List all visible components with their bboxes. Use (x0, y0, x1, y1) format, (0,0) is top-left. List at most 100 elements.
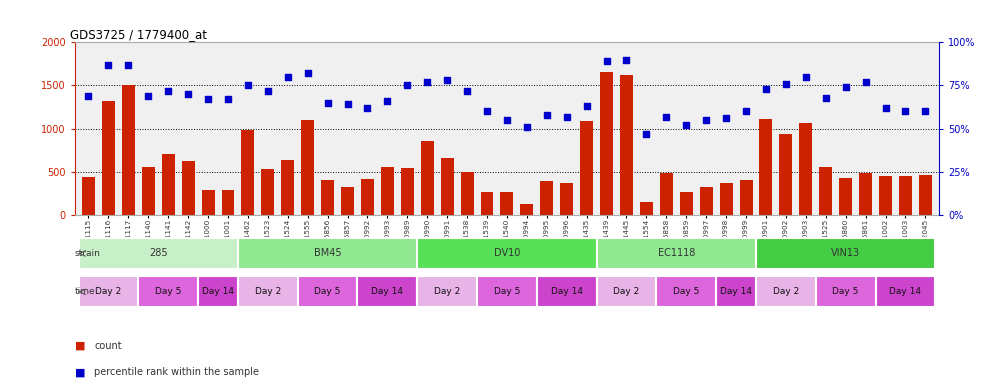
Point (878, 105, 894, 111)
FancyBboxPatch shape (537, 276, 596, 307)
FancyBboxPatch shape (816, 276, 876, 307)
Bar (859, 173, 872, 215)
Point (220, 96, 236, 103)
FancyBboxPatch shape (79, 238, 238, 269)
Bar (700, 187, 713, 215)
Bar (720, 183, 733, 215)
Text: time: time (75, 287, 95, 296)
Point (559, 114, 575, 120)
FancyBboxPatch shape (138, 276, 198, 307)
Text: Day 5: Day 5 (673, 287, 700, 296)
Point (638, 131, 654, 137)
Point (758, 86, 774, 92)
Point (380, 98, 396, 104)
FancyBboxPatch shape (756, 276, 816, 307)
Bar (341, 187, 354, 215)
Point (419, 79, 435, 85)
Bar (799, 124, 812, 215)
Bar (361, 179, 374, 215)
Text: ■: ■ (75, 341, 85, 351)
Text: VIN13: VIN13 (831, 248, 860, 258)
Bar (420, 141, 433, 215)
Text: Day 14: Day 14 (890, 287, 921, 296)
Text: count: count (94, 341, 122, 351)
Text: Day 5: Day 5 (494, 287, 520, 296)
Bar (680, 192, 693, 215)
Bar (839, 178, 852, 215)
Bar (162, 154, 175, 215)
Bar (740, 180, 752, 215)
Bar (480, 192, 493, 215)
Point (400, 83, 415, 89)
Point (739, 108, 754, 114)
Point (618, 56, 634, 63)
Bar (83, 177, 95, 215)
Bar (879, 176, 892, 215)
Point (459, 88, 475, 94)
Text: Day 2: Day 2 (772, 287, 799, 296)
Point (579, 103, 594, 109)
Point (539, 112, 555, 118)
Point (658, 114, 674, 120)
FancyBboxPatch shape (596, 276, 656, 307)
Point (519, 124, 535, 130)
Point (917, 108, 933, 114)
Bar (401, 168, 414, 215)
Bar (321, 180, 334, 215)
Bar (142, 167, 155, 215)
Text: ■: ■ (75, 367, 85, 377)
FancyBboxPatch shape (417, 276, 477, 307)
FancyBboxPatch shape (876, 276, 935, 307)
FancyBboxPatch shape (756, 238, 935, 269)
FancyBboxPatch shape (477, 276, 537, 307)
Bar (242, 131, 254, 215)
Text: Day 14: Day 14 (551, 287, 582, 296)
FancyBboxPatch shape (238, 238, 417, 269)
Bar (759, 119, 772, 215)
Point (698, 117, 714, 123)
Text: Day 5: Day 5 (833, 287, 859, 296)
Point (360, 105, 376, 111)
Bar (521, 204, 534, 215)
Point (838, 84, 854, 90)
Point (320, 100, 336, 106)
FancyBboxPatch shape (198, 276, 238, 307)
Bar (182, 162, 195, 215)
Bar (261, 169, 274, 215)
Bar (440, 158, 453, 215)
Point (818, 94, 834, 101)
Text: percentile rank within the sample: percentile rank within the sample (94, 367, 259, 377)
FancyBboxPatch shape (358, 276, 417, 307)
Point (240, 83, 255, 89)
Text: Day 2: Day 2 (434, 287, 460, 296)
FancyBboxPatch shape (238, 276, 298, 307)
Text: GDS3725 / 1779400_at: GDS3725 / 1779400_at (71, 28, 207, 41)
Bar (541, 181, 554, 215)
Point (120, 62, 136, 68)
Point (479, 108, 495, 114)
Point (598, 58, 614, 65)
Bar (899, 176, 911, 215)
Point (898, 108, 913, 114)
Text: Day 5: Day 5 (155, 287, 181, 296)
Bar (640, 202, 653, 215)
Bar (122, 86, 135, 215)
Bar (102, 101, 115, 215)
Bar (381, 167, 394, 215)
Bar (918, 175, 931, 215)
Point (180, 91, 196, 97)
Point (439, 77, 455, 83)
Bar (819, 167, 832, 215)
Bar (600, 73, 613, 215)
Point (200, 96, 216, 103)
Bar (222, 190, 235, 215)
Point (340, 101, 356, 108)
Point (100, 62, 116, 68)
Point (279, 74, 295, 80)
Text: Day 2: Day 2 (613, 287, 639, 296)
Point (160, 88, 176, 94)
Text: Day 14: Day 14 (372, 287, 404, 296)
Text: Day 2: Day 2 (95, 287, 121, 296)
FancyBboxPatch shape (298, 276, 358, 307)
Point (778, 81, 794, 87)
